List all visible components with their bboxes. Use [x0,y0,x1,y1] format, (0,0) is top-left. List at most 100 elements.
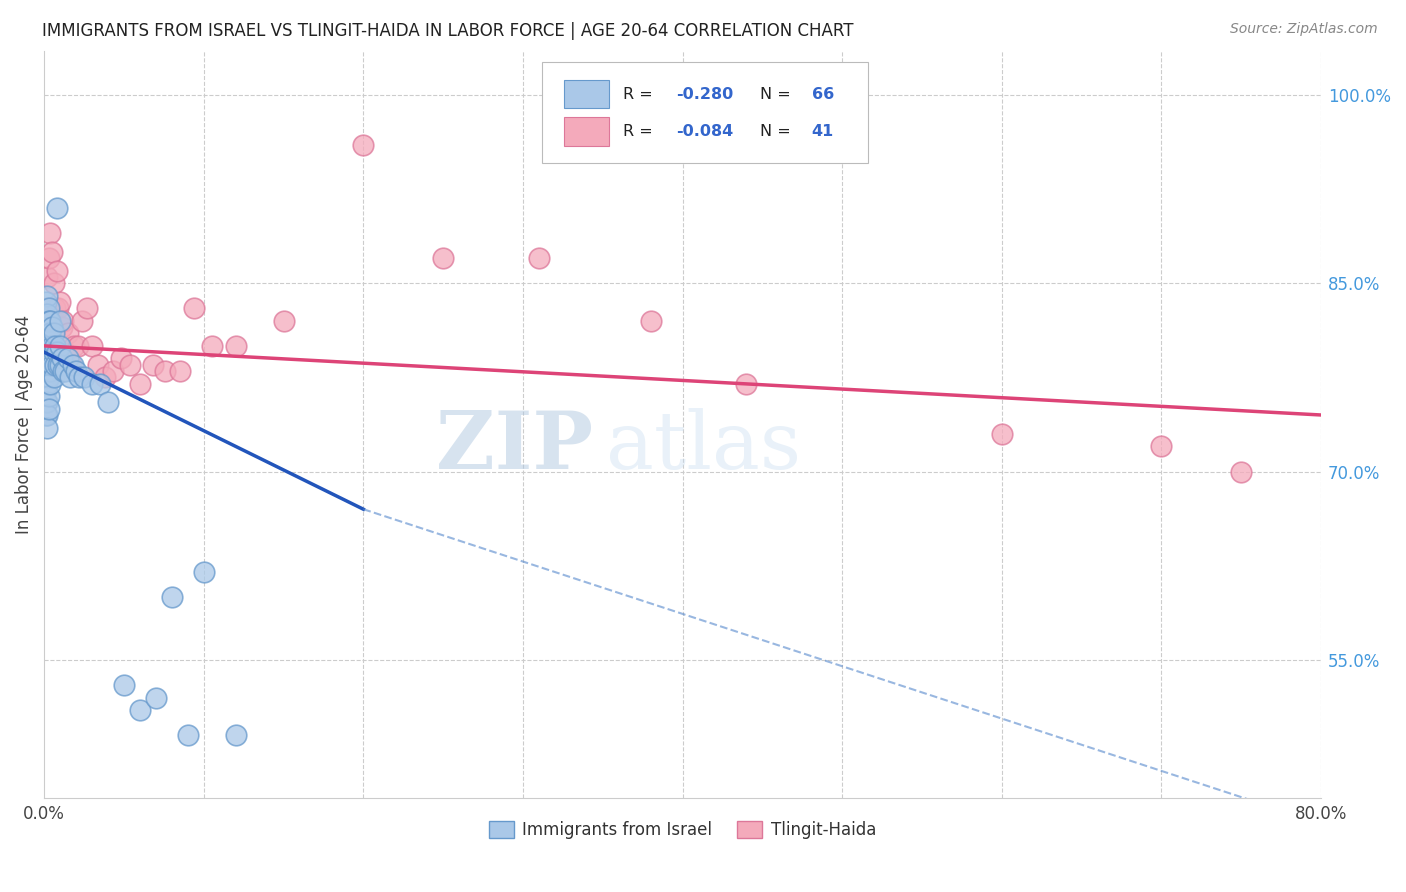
Point [352,137,374,152]
Point [80,339,103,353]
Text: R =: R = [623,87,658,102]
Text: IMMIGRANTS FROM ISRAEL VS TLINGIT-HAIDA IN LABOR FORCE | AGE 20-64 CORRELATION C: IMMIGRANTS FROM ISRAEL VS TLINGIT-HAIDA … [42,22,853,40]
Text: atlas: atlas [606,408,801,486]
Point [35,294,58,309]
Point [39,326,62,341]
Point [37,376,59,391]
Point [73,370,96,384]
Point [44,358,66,372]
Point [39,226,62,240]
Point [52,314,75,328]
Point [128,376,150,391]
Point [38,358,60,372]
Point [87,358,110,372]
Point [37,308,59,322]
Point [1150,439,1173,453]
Text: R =: R = [623,124,658,139]
Point [1230,465,1253,479]
Point [37,288,59,302]
Point [37,326,59,341]
Point [45,201,67,215]
Point [112,678,135,692]
Point [38,251,60,265]
Point [67,370,90,384]
Point [49,358,72,372]
Point [52,364,75,378]
Point [432,251,454,265]
Point [145,690,167,705]
Point [53,364,76,378]
Point [39,314,62,328]
Point [51,351,73,366]
Point [201,339,224,353]
Point [37,339,59,353]
Point [37,269,59,284]
Text: ZIP: ZIP [436,408,593,486]
Point [37,351,59,366]
Point [128,703,150,717]
Point [991,426,1014,441]
Point [225,339,247,353]
Point [60,358,83,372]
FancyBboxPatch shape [543,62,868,163]
Y-axis label: In Labor Force | Age 20-64: In Labor Force | Age 20-64 [15,315,32,534]
Point [45,345,67,359]
Point [80,376,103,391]
Text: -0.280: -0.280 [676,87,734,102]
Point [225,728,247,742]
Point [160,590,183,604]
Point [56,351,79,366]
Text: 41: 41 [811,124,834,139]
Point [38,401,60,416]
Point [39,364,62,378]
Point [120,358,142,372]
Point [42,326,65,341]
Text: 66: 66 [811,87,834,102]
Point [49,294,72,309]
Point [97,395,120,409]
Point [35,408,58,422]
Point [110,351,132,366]
Point [53,345,76,359]
Point [65,364,87,378]
Point [38,370,60,384]
Legend: Immigrants from Israel, Tlingit-Haida: Immigrants from Israel, Tlingit-Haida [482,814,883,846]
Point [155,364,177,378]
Point [41,320,63,334]
Point [169,364,191,378]
Point [41,358,63,372]
Point [56,326,79,341]
Point [49,339,72,353]
Point [41,244,63,259]
Point [38,333,60,347]
Point [35,383,58,397]
Point [63,339,86,353]
Text: Source: ZipAtlas.com: Source: ZipAtlas.com [1230,22,1378,37]
Point [177,728,200,742]
Point [45,263,67,277]
Text: -0.084: -0.084 [676,124,734,139]
Point [51,320,73,334]
Point [35,314,58,328]
Point [41,339,63,353]
Point [101,364,124,378]
Point [183,301,205,316]
Point [35,326,58,341]
Point [37,408,59,422]
Point [42,370,65,384]
Text: N =: N = [761,87,796,102]
Point [94,370,117,384]
Point [38,389,60,403]
Point [42,345,65,359]
Point [35,301,58,316]
Point [48,301,70,316]
Bar [564,79,609,108]
Point [38,345,60,359]
Point [62,358,84,372]
Point [48,358,70,372]
Point [44,339,66,353]
Point [66,339,89,353]
Bar [564,117,609,145]
Point [38,314,60,328]
Point [76,301,98,316]
